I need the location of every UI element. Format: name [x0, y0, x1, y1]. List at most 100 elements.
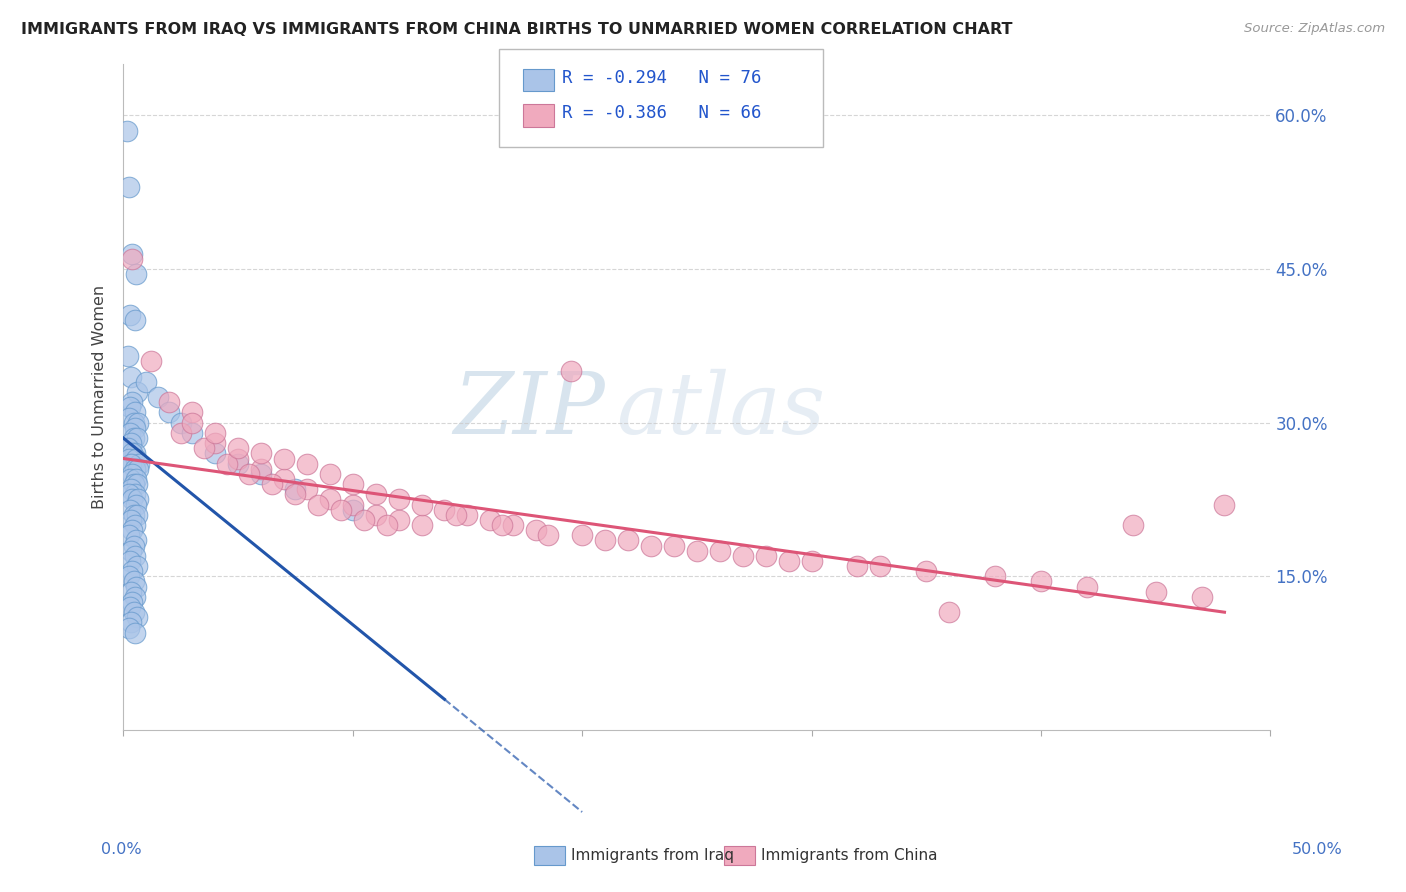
Point [709, 543, 731, 558]
Text: Immigrants from Iraq: Immigrants from Iraq [571, 848, 734, 863]
Point [938, 605, 960, 619]
Point [139, 354, 162, 368]
Point [444, 508, 467, 522]
Point [118, 621, 141, 635]
Point [121, 523, 143, 537]
Point [215, 457, 238, 471]
Point [238, 467, 260, 481]
Point [640, 539, 662, 553]
Point [120, 369, 142, 384]
Point [157, 405, 180, 419]
Point [122, 605, 145, 619]
Point [295, 457, 318, 471]
Point [120, 457, 142, 471]
Point [120, 401, 142, 415]
Point [846, 559, 869, 574]
Point [122, 574, 145, 589]
Point [181, 405, 204, 419]
Point [117, 442, 139, 456]
Point [124, 446, 146, 460]
Text: Source: ZipAtlas.com: Source: ZipAtlas.com [1244, 22, 1385, 36]
Point [121, 446, 143, 460]
Point [560, 364, 582, 378]
Point [353, 513, 375, 527]
Point [120, 308, 142, 322]
Point [127, 492, 149, 507]
Point [122, 508, 145, 522]
Point [146, 390, 169, 404]
Point [124, 625, 146, 640]
Text: IMMIGRANTS FROM IRAQ VS IMMIGRANTS FROM CHINA BIRTHS TO UNMARRIED WOMEN CORRELAT: IMMIGRANTS FROM IRAQ VS IMMIGRANTS FROM … [21, 22, 1012, 37]
Point [120, 543, 142, 558]
Point [226, 451, 249, 466]
Point [731, 549, 754, 563]
Point [125, 477, 148, 491]
Point [125, 508, 148, 522]
Point [120, 436, 142, 450]
Point [262, 477, 284, 491]
Point [387, 513, 409, 527]
Point [342, 502, 364, 516]
Point [204, 425, 226, 440]
Point [118, 528, 141, 542]
Point [125, 533, 148, 548]
Point [295, 482, 318, 496]
Point [330, 502, 353, 516]
Point [169, 425, 191, 440]
Text: R = -0.294   N = 76: R = -0.294 N = 76 [562, 69, 762, 87]
Point [128, 457, 150, 471]
Point [125, 451, 148, 466]
Point [120, 584, 142, 599]
Point [125, 559, 148, 574]
Point [181, 416, 204, 430]
Point [800, 554, 823, 568]
Point [571, 528, 593, 542]
Point [502, 518, 524, 533]
Point [1144, 584, 1167, 599]
Point [169, 416, 191, 430]
Point [124, 405, 146, 419]
Point [387, 492, 409, 507]
Point [181, 425, 204, 440]
Text: Immigrants from China: Immigrants from China [761, 848, 938, 863]
Point [364, 508, 387, 522]
Point [127, 416, 149, 430]
Point [115, 123, 138, 137]
Point [226, 442, 249, 456]
Point [375, 518, 398, 533]
Point [120, 615, 142, 630]
Point [1076, 580, 1098, 594]
Point [118, 451, 141, 466]
Point [617, 533, 640, 548]
Point [456, 508, 478, 522]
Point [411, 518, 433, 533]
Point [157, 395, 180, 409]
Point [118, 569, 141, 583]
Point [307, 498, 329, 512]
Point [121, 467, 143, 481]
Point [284, 487, 307, 501]
Text: ZIP: ZIP [453, 369, 605, 451]
Point [120, 425, 142, 440]
Point [204, 436, 226, 450]
Point [250, 467, 273, 481]
Point [284, 482, 307, 496]
Point [124, 487, 146, 501]
Point [226, 457, 249, 471]
Point [342, 498, 364, 512]
Point [118, 487, 141, 501]
Point [122, 431, 145, 445]
Text: atlas: atlas [617, 369, 825, 451]
Point [124, 421, 146, 435]
Text: 0.0%: 0.0% [101, 842, 142, 856]
Text: 50.0%: 50.0% [1292, 842, 1343, 856]
Point [120, 472, 142, 486]
Point [120, 482, 142, 496]
Point [1122, 518, 1144, 533]
Point [319, 492, 342, 507]
Point [984, 569, 1007, 583]
Point [117, 349, 139, 363]
Point [122, 477, 145, 491]
Point [120, 554, 142, 568]
Point [524, 523, 547, 537]
